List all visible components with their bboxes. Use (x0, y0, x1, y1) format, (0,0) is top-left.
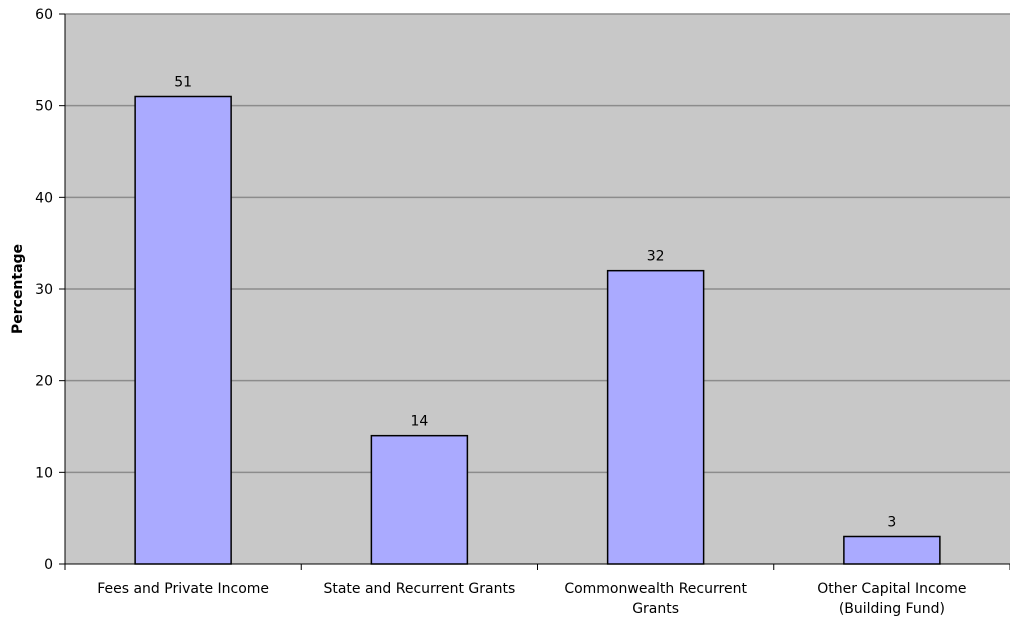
x-tick-label: (Building Fund) (839, 601, 945, 617)
x-tick-label: Commonwealth Recurrent (564, 581, 747, 597)
bar (134, 95, 232, 565)
bar (843, 535, 941, 565)
x-tick-label: Fees and Private Income (97, 581, 269, 597)
x-tick-label: Grants (632, 601, 679, 617)
y-tick-label: 40 (35, 190, 53, 206)
y-tick-label: 0 (44, 557, 53, 573)
x-tick-label: State and Recurrent Grants (323, 581, 515, 597)
labels: 0 10 20 30 40 50 60 51 Fees and Private Income 14… (35, 7, 966, 617)
y-tick-label: 50 (35, 99, 53, 115)
x-tick-label: Other Capital Income (817, 581, 966, 597)
data-label: 3 (887, 515, 896, 531)
y-tick-label: 20 (35, 374, 53, 390)
data-label: 14 (410, 414, 428, 430)
y-axis-title: Percentage (10, 244, 26, 334)
data-label: 51 (174, 75, 192, 91)
y-tick-label: 30 (35, 282, 53, 298)
y-tick-label: 60 (35, 7, 53, 23)
y-tick-label: 10 (35, 465, 53, 481)
bar (606, 269, 705, 565)
data-label: 32 (647, 249, 665, 265)
bars (134, 95, 941, 565)
axes (59, 13, 1010, 570)
bar (370, 434, 469, 565)
